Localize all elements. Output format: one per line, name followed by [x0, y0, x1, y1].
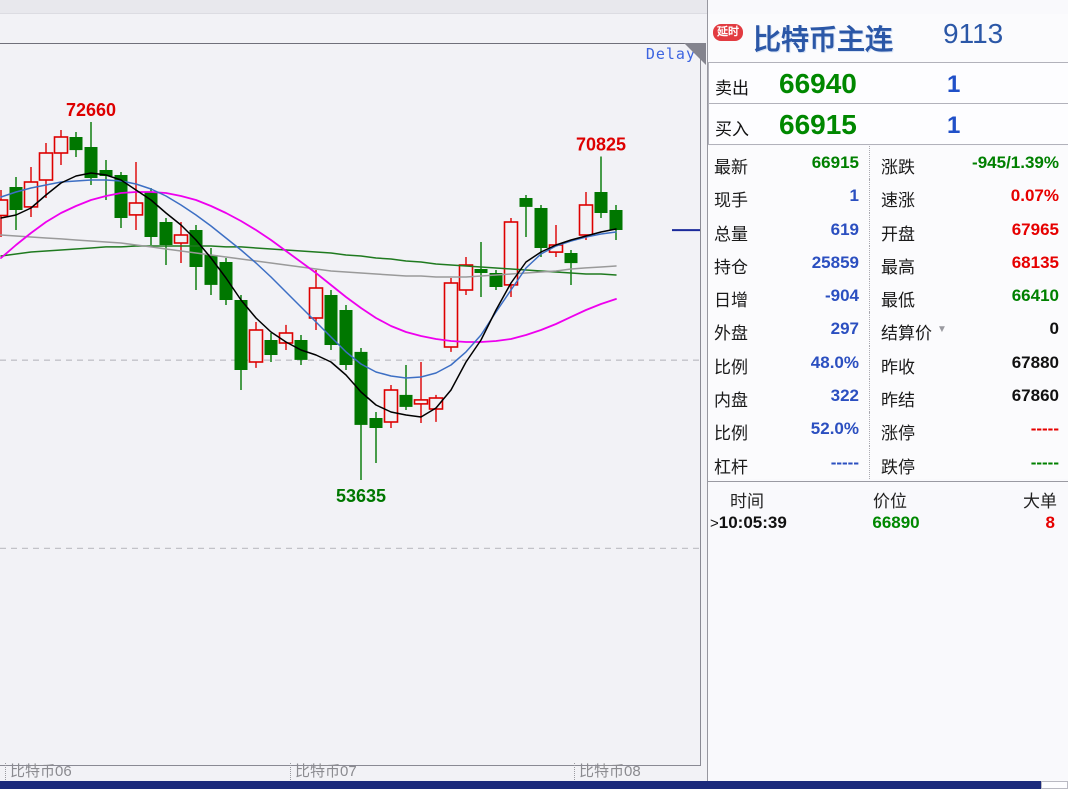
stat-value-inner-lots: 322	[830, 386, 859, 406]
stat-value-settlement: 0	[1049, 319, 1059, 339]
stats-row: 比例 48.0% 昨收 67880	[708, 345, 1068, 380]
stat-label-low: 最低	[881, 291, 915, 311]
bid-row[interactable]: 买入 66915 1	[708, 103, 1068, 145]
delayed-badge: 延时	[713, 24, 743, 41]
stat-label-limit-down: 跌停	[881, 457, 915, 477]
stat-label-leverage: 杠杆	[714, 457, 748, 477]
stats-row: 杠杆 ----- 跌停 -----	[708, 445, 1068, 479]
stat-value-low: 66410	[1011, 286, 1059, 306]
svg-text:72660: 72660	[66, 100, 116, 120]
stat-label-prev-settlement: 昨结	[881, 391, 915, 411]
stat-label-daily-increase: 日增	[714, 291, 748, 311]
tape-arrow-icon: >	[710, 515, 719, 532]
stats-row: 内盘 322 昨结 67860	[708, 379, 1068, 413]
tape-separator	[708, 481, 1068, 482]
stat-value-open-interest: 25859	[811, 252, 859, 272]
tape-row[interactable]: >10:05:39 66890 8	[708, 513, 1068, 539]
stat-label-cur-lots: 现手	[714, 191, 748, 211]
stats-row: 日增 -904 最低 66410	[708, 279, 1068, 313]
stat-value-open: 67965	[1011, 219, 1059, 239]
bottom-scrollbar-track-end	[1041, 781, 1068, 789]
stat-value-volume: 619	[830, 219, 859, 239]
stats-grid: 最新 66915 涨跌 -945/1.39% 现手 1 速涨 0.07% 总量 619 开…	[708, 146, 1068, 479]
stat-label-high: 最高	[881, 257, 915, 277]
bid-label: 买入	[715, 120, 749, 139]
stat-label-prev-close: 昨收	[881, 357, 915, 377]
price-chart-svg: 72660 70825 53635	[0, 43, 701, 766]
quote-panel: 延时 比特币主连 9113 卖出 66940 1 买入 66915 1 最新 66…	[707, 0, 1068, 781]
tape-header-size: 大单	[1023, 492, 1057, 511]
bid-price: 66915	[779, 109, 857, 140]
settlement-dropdown-arrow-icon[interactable]: ▼	[937, 324, 947, 336]
stats-row: 现手 1 速涨 0.07%	[708, 179, 1068, 213]
stat-value-cur-lots: 1	[849, 186, 859, 206]
corner-fold-icon	[684, 43, 706, 65]
bid-quantity: 1	[947, 112, 961, 139]
stat-label-open: 开盘	[881, 224, 915, 244]
tape-size: 8	[1045, 513, 1055, 532]
ask-price: 66940	[779, 68, 857, 99]
stats-row: 比例 52.0% 涨停 -----	[708, 412, 1068, 446]
tape-price: 66890	[872, 513, 920, 532]
stat-value-prev-close: 67880	[1011, 352, 1059, 372]
ask-quantity: 1	[947, 71, 961, 98]
instrument-code: 9113	[943, 18, 1004, 49]
tape-header: 时间 价位 大单	[708, 487, 1068, 513]
svg-text:70825: 70825	[576, 135, 626, 155]
candlestick-chart-area[interactable]: 72660 70825 53635 Delay 比特币06 比特币07 比特币08	[0, 0, 707, 781]
ask-label: 卖出	[715, 79, 749, 98]
stat-value-inner-ratio: 52.0%	[810, 419, 859, 439]
stat-label-change: 涨跌	[881, 158, 915, 177]
ask-row[interactable]: 卖出 66940 1	[708, 62, 1068, 104]
delay-label: Delay	[645, 45, 696, 63]
stat-label-outer-ratio: 比例	[714, 357, 748, 377]
stat-value-limit-down: -----	[1030, 452, 1059, 472]
x-axis-label-contract-08: 比特币08	[574, 763, 641, 780]
stat-label-limit-up: 涨停	[881, 424, 915, 444]
stats-row: 外盘 297 结算价 ▼ 0	[708, 312, 1068, 346]
bottom-scrollbar[interactable]	[0, 781, 1041, 789]
stat-value-daily-increase: -904	[824, 286, 859, 306]
x-axis-label-contract-06: 比特币06	[5, 763, 72, 780]
stat-value-latest: 66915	[811, 153, 859, 172]
svg-text:53635: 53635	[336, 486, 386, 506]
stat-value-speed: 0.07%	[1010, 186, 1059, 206]
instrument-header: 延时 比特币主连 9113	[708, 14, 1068, 62]
tape-time: >10:05:39	[710, 513, 787, 532]
stat-label-volume: 总量	[714, 224, 748, 244]
tape-header-time: 时间	[730, 492, 764, 511]
stat-label-settlement: 结算价	[881, 324, 932, 344]
x-axis-label-contract-07: 比特币07	[290, 763, 357, 780]
stats-row: 持仓 25859 最高 68135	[708, 245, 1068, 280]
stat-value-limit-up: -----	[1030, 419, 1059, 439]
stat-value-leverage: -----	[830, 452, 859, 472]
tape-header-price: 价位	[873, 492, 907, 511]
stat-value-prev-settlement: 67860	[1011, 386, 1059, 406]
stat-value-outer-ratio: 48.0%	[810, 352, 859, 372]
stat-value-change: -945/1.39%	[972, 153, 1059, 172]
stats-row: 总量 619 开盘 67965	[708, 212, 1068, 246]
stat-label-outer-lots: 外盘	[714, 324, 748, 344]
stat-label-open-interest: 持仓	[714, 257, 748, 277]
stats-row: 最新 66915 涨跌 -945/1.39%	[708, 146, 1068, 180]
stat-value-high: 68135	[1011, 252, 1059, 272]
stat-value-outer-lots: 297	[830, 319, 859, 339]
stat-label-inner-lots: 内盘	[714, 391, 748, 411]
stat-label-latest: 最新	[714, 158, 748, 177]
stat-label-inner-ratio: 比例	[714, 424, 748, 444]
stat-label-speed: 速涨	[881, 191, 915, 211]
instrument-title: 比特币主连	[753, 24, 894, 55]
